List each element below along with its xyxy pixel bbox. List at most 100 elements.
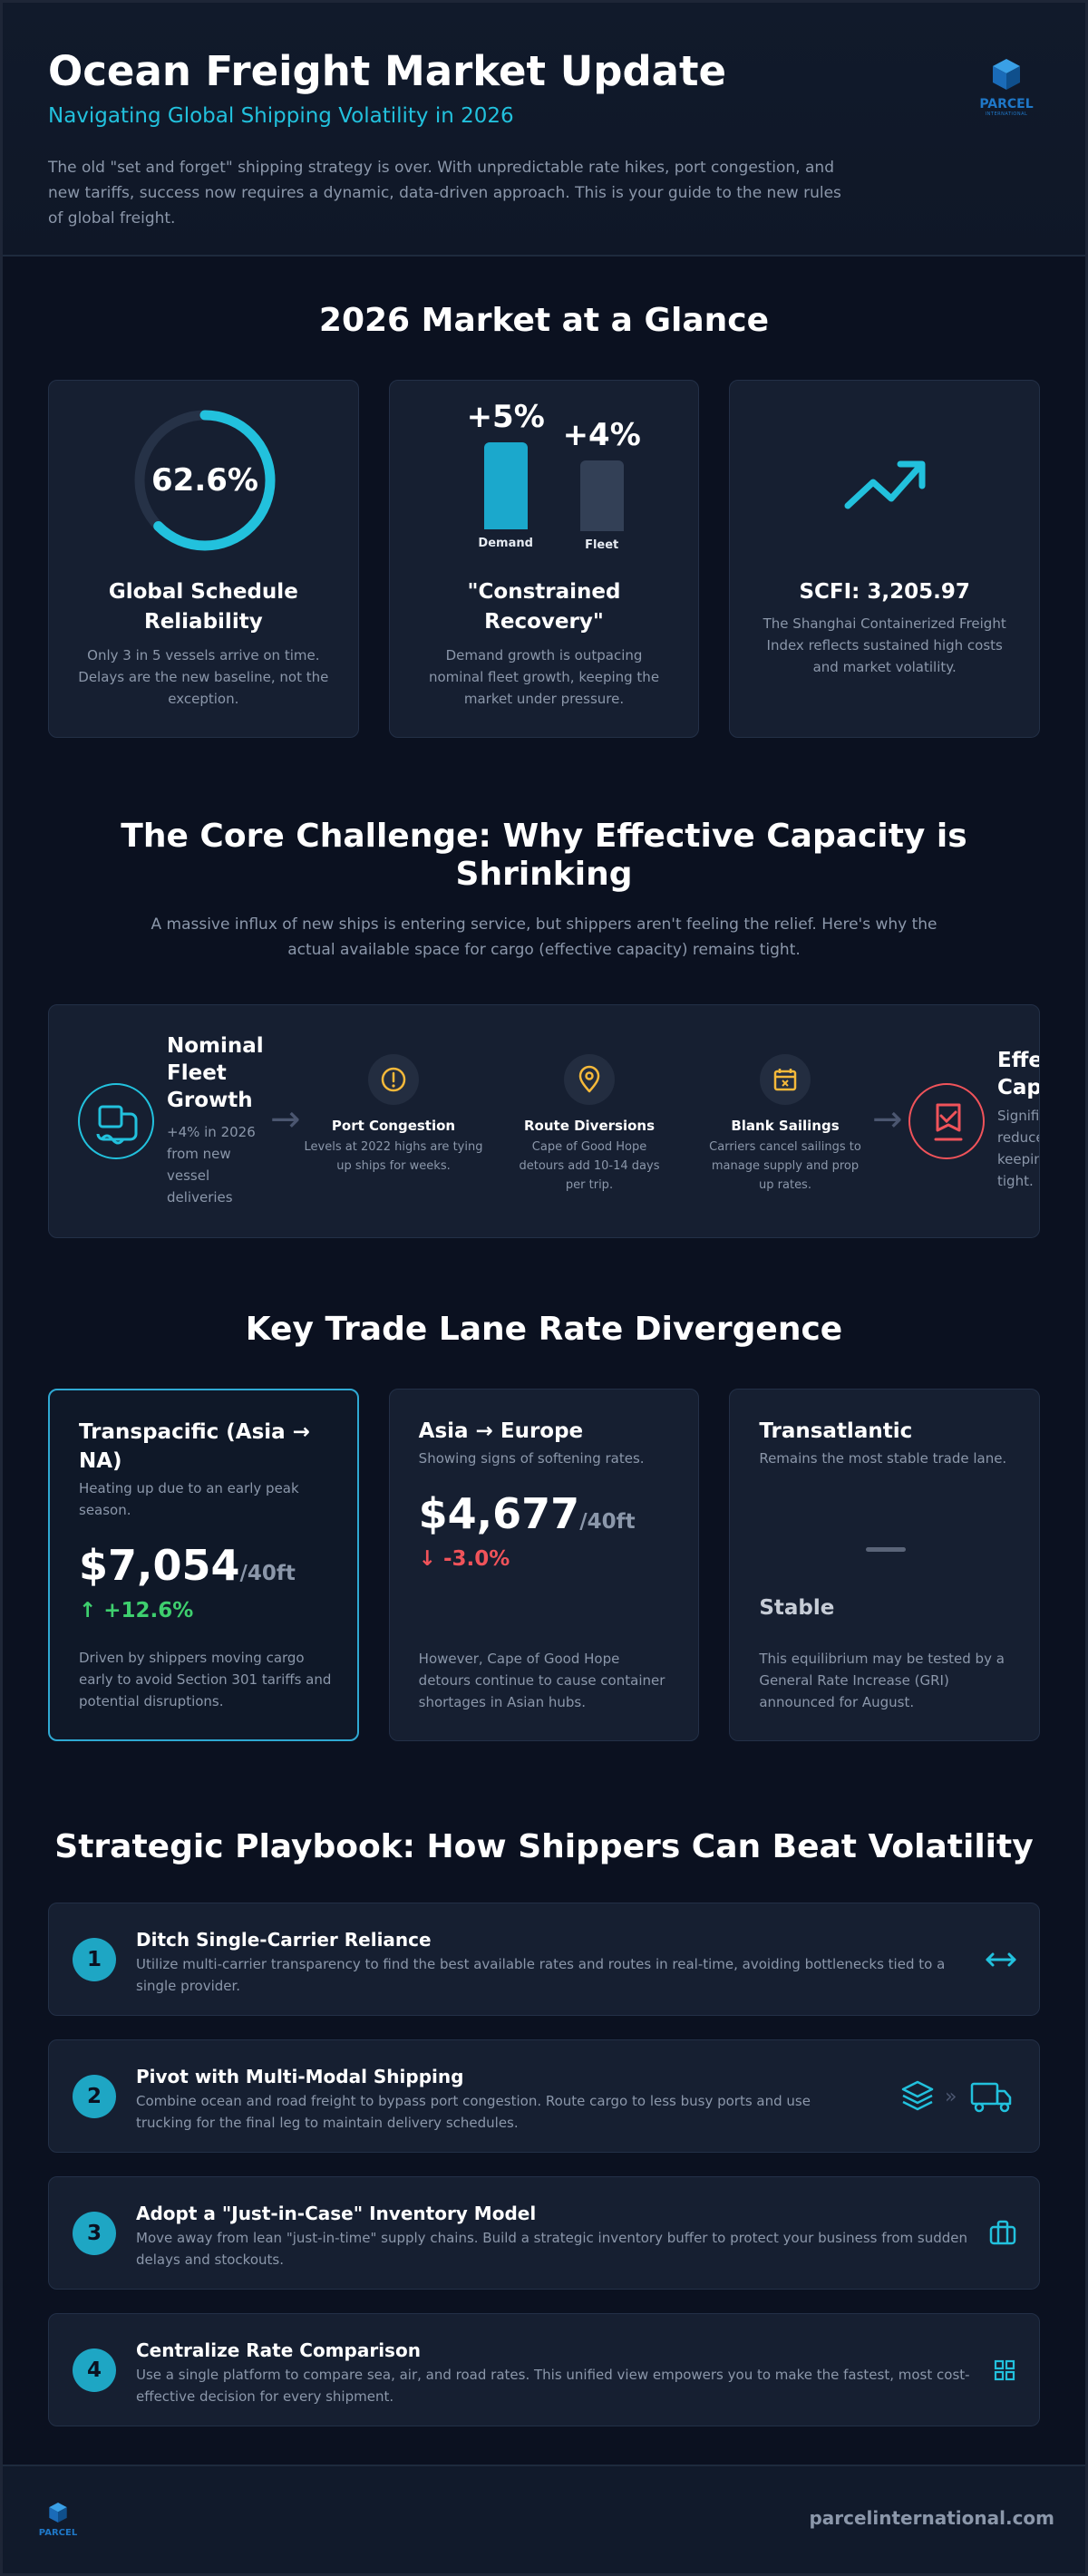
market-glance-section: 2026 Market at a Glance 62.6% Global Sch…: [3, 257, 1085, 738]
playbook-item[interactable]: 2 Pivot with Multi-Modal Shipping Combin…: [48, 2039, 1040, 2153]
footer-logo-text: PARCEL: [38, 2528, 78, 2538]
reliability-title: Global Schedule Reliability: [108, 580, 298, 634]
arrows-horizontal-icon: [986, 1952, 1016, 1967]
website-link[interactable]: parcelinternational.com: [809, 2507, 1054, 2529]
stable-dash-icon: [866, 1547, 907, 1552]
demand-value: +5%: [466, 399, 545, 435]
logo-text: PARCEL: [979, 97, 1034, 111]
lane-subtitle: Remains the most stable trade lane.: [759, 1450, 1007, 1467]
lane-price-row: $7,054/40ft: [79, 1541, 328, 1590]
ship-icon: [78, 1083, 154, 1159]
lane-note: However, Cape of Good Hope detours conti…: [418, 1651, 665, 1710]
fleet-label: Fleet: [585, 538, 619, 552]
glance-title: 2026 Market at a Glance: [318, 302, 770, 339]
demand-label: Demand: [478, 537, 533, 550]
lane-title: Transpacific (Asia → NA): [79, 1420, 310, 1473]
factor-desc: Levels at 2022 highs are tying up ships …: [304, 1140, 483, 1173]
lane-change-down: ↓ -3.0%: [418, 1547, 510, 1571]
fleet-bar-group: +4% Fleet: [561, 417, 643, 552]
step-number: 1: [73, 1938, 116, 1981]
challenge-title: The Core Challenge: Why Effective Capaci…: [121, 818, 967, 893]
alert-icon: [368, 1054, 419, 1105]
demand-bar: [483, 442, 528, 529]
capacity-flow: Nominal Fleet Growth +4% in 2026 from ne…: [48, 1004, 1040, 1238]
fleet-value: +4%: [562, 417, 641, 453]
step-desc: Combine ocean and road freight to bypass…: [136, 2093, 811, 2131]
page-subtitle: Navigating Global Shipping Volatility in…: [48, 104, 514, 128]
brand-logo[interactable]: PARCEL INTERNATIONAL: [975, 57, 1038, 117]
fleet-bar: [579, 460, 624, 531]
step-title: Centralize Rate Comparison: [136, 2339, 421, 2361]
factor-blank-sailings: Blank Sailings Carriers cancel sailings …: [695, 1054, 876, 1195]
map-pin-icon: [564, 1054, 615, 1105]
lane-card-asia-europe[interactable]: Asia → Europe Showing signs of softening…: [388, 1389, 700, 1741]
footer-logo[interactable]: PARCEL: [37, 2501, 79, 2538]
playbook-section: Strategic Playbook: How Shippers Can Bea…: [3, 1741, 1085, 2426]
factor-port-congestion: Port Congestion Levels at 2022 highs are…: [303, 1054, 484, 1176]
recovery-desc: Demand growth is outpacing nominal fleet…: [428, 647, 660, 707]
scfi-title: SCFI: 3,205.97: [799, 580, 970, 604]
lane-title: Asia → Europe: [418, 1419, 584, 1443]
reliability-ring: [134, 410, 276, 551]
briefcase-icon: [989, 2220, 1016, 2245]
layers-truck-icon: »: [901, 2080, 1012, 2113]
lane-subtitle: Showing signs of softening rates.: [418, 1450, 645, 1467]
lane-price-row: $4,677/40ft: [419, 1489, 670, 1538]
factor-title: Port Congestion: [331, 1118, 456, 1134]
lanes-title: Key Trade Lane Rate Divergence: [245, 1311, 843, 1348]
header: Ocean Freight Market Update Navigating G…: [3, 3, 1085, 257]
nominal-growth-desc: +4% in 2026 from new vessel deliveries: [167, 1124, 256, 1206]
logo-subtext: INTERNATIONAL: [985, 111, 1028, 117]
reliability-desc: Only 3 in 5 vessels arrive on time. Dela…: [78, 647, 329, 707]
lane-card-transatlantic[interactable]: Transatlantic Remains the most stable tr…: [729, 1389, 1040, 1741]
footer: PARCEL parcelinternational.com: [3, 2465, 1085, 2573]
calendar-x-icon: [760, 1054, 811, 1105]
intro-text: The old "set and forget" shipping strate…: [48, 159, 841, 228]
scfi-desc: The Shanghai Containerized Freight Index…: [763, 615, 1006, 675]
factor-desc: Carriers cancel sailings to manage suppl…: [709, 1140, 861, 1192]
lane-subtitle: Heating up due to an early peak season.: [79, 1480, 299, 1518]
step-title: Ditch Single-Carrier Reliance: [136, 1929, 432, 1951]
factor-route-diversions: Route Diversions Cape of Good Hope detou…: [499, 1054, 680, 1195]
reliability-card: 62.6% Global Schedule Reliability Only 3…: [48, 380, 359, 738]
playbook-item[interactable]: 1 Ditch Single-Carrier Reliance Utilize …: [48, 1903, 1040, 2016]
recovery-card: +5% Demand +4% Fleet "Constrained Recove…: [388, 380, 702, 738]
lane-change-up: ↑ +12.6%: [79, 1599, 194, 1622]
factor-desc: Cape of Good Hope detours add 10-14 days…: [519, 1140, 660, 1192]
svg-text:»: »: [945, 2086, 957, 2108]
arrow-right-icon: →: [270, 1099, 301, 1140]
trade-lanes-section: Key Trade Lane Rate Divergence Transpaci…: [3, 1238, 1085, 1741]
step-title: Adopt a "Just-in-Case" Inventory Model: [136, 2203, 537, 2224]
growth-bar-chart: +5% Demand +4% Fleet: [390, 399, 702, 571]
step-title: Pivot with Multi-Modal Shipping: [136, 2066, 464, 2087]
lane-note: Driven by shippers moving cargo early to…: [79, 1650, 332, 1709]
factor-title: Route Diversions: [523, 1118, 656, 1134]
step-desc: Utilize multi-carrier transparency to fi…: [136, 1956, 946, 1994]
lane-unit: /40ft: [579, 1510, 636, 1534]
playbook-title: Strategic Playbook: How Shippers Can Bea…: [54, 1828, 1034, 1865]
lane-note: This equilibrium may be tested by a Gene…: [759, 1651, 1005, 1710]
lane-price: $4,677: [418, 1489, 580, 1538]
lane-title: Transatlantic: [759, 1419, 913, 1443]
reliability-value: 62.6%: [151, 462, 258, 499]
arrow-right-icon: →: [872, 1099, 903, 1140]
lane-status: Stable: [759, 1596, 835, 1620]
factor-title: Blank Sailings: [731, 1118, 840, 1134]
step-number: 3: [73, 2212, 116, 2255]
lane-card-transpacific[interactable]: Transpacific (Asia → NA) Heating up due …: [48, 1389, 359, 1741]
effective-capacity-title: Effective Capacity: [997, 1049, 1040, 1099]
page-title: Ocean Freight Market Update: [48, 47, 727, 95]
playbook-item[interactable]: 3 Adopt a "Just-in-Case" Inventory Model…: [48, 2176, 1040, 2290]
challenge-subtitle: A massive influx of new ships is enterin…: [151, 915, 937, 959]
playbook-item[interactable]: 4 Centralize Rate Comparison Use a singl…: [48, 2313, 1040, 2426]
recovery-title: "Constrained Recovery": [467, 580, 621, 634]
scfi-card: SCFI: 3,205.97 The Shanghai Containerize…: [729, 380, 1041, 738]
capacity-reduced-icon: [908, 1083, 985, 1159]
lane-price: $7,054: [79, 1541, 240, 1590]
trending-up-icon: [844, 460, 926, 509]
cube-logo-icon: [49, 2503, 67, 2523]
effective-capacity-desc: Significantly reduced, keeping space tig…: [997, 1108, 1040, 1189]
step-number: 4: [73, 2348, 116, 2392]
step-number: 2: [73, 2075, 116, 2118]
